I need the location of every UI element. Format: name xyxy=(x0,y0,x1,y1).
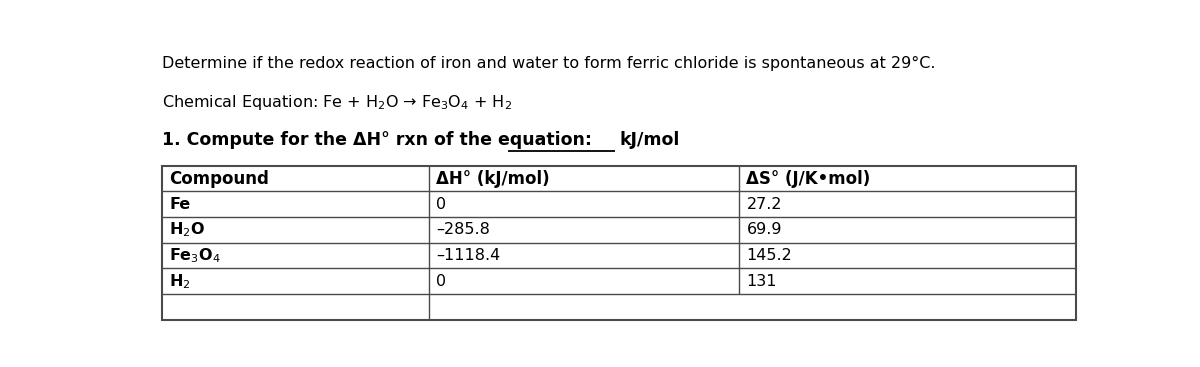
Text: Determine if the redox reaction of iron and water to form ferric chloride is spo: Determine if the redox reaction of iron … xyxy=(162,55,935,70)
Text: kJ/mol: kJ/mol xyxy=(619,131,680,149)
Text: 69.9: 69.9 xyxy=(746,222,782,237)
Text: 131: 131 xyxy=(746,274,776,289)
Text: –1118.4: –1118.4 xyxy=(437,248,500,263)
Text: –285.8: –285.8 xyxy=(437,222,491,237)
Text: Fe: Fe xyxy=(169,197,191,212)
Text: ΔH° (kJ/mol): ΔH° (kJ/mol) xyxy=(437,170,550,188)
Text: Compound: Compound xyxy=(169,170,269,188)
Text: 145.2: 145.2 xyxy=(746,248,792,263)
Text: 1. Compute for the ΔH° rxn of the equation:: 1. Compute for the ΔH° rxn of the equati… xyxy=(162,131,592,149)
Text: Fe$_{3}$O$_{4}$: Fe$_{3}$O$_{4}$ xyxy=(169,246,221,265)
Text: 27.2: 27.2 xyxy=(746,197,782,212)
Text: H$_{2}$: H$_{2}$ xyxy=(169,272,191,291)
Text: 0: 0 xyxy=(437,197,446,212)
Text: H$_{2}$O: H$_{2}$O xyxy=(169,221,205,239)
Text: 0: 0 xyxy=(437,274,446,289)
Text: Chemical Equation: Fe + H$_{2}$O → Fe$_{3}$O$_{4}$ + H$_{2}$: Chemical Equation: Fe + H$_{2}$O → Fe$_{… xyxy=(162,92,511,112)
Text: ΔS° (J/K•mol): ΔS° (J/K•mol) xyxy=(746,170,871,188)
